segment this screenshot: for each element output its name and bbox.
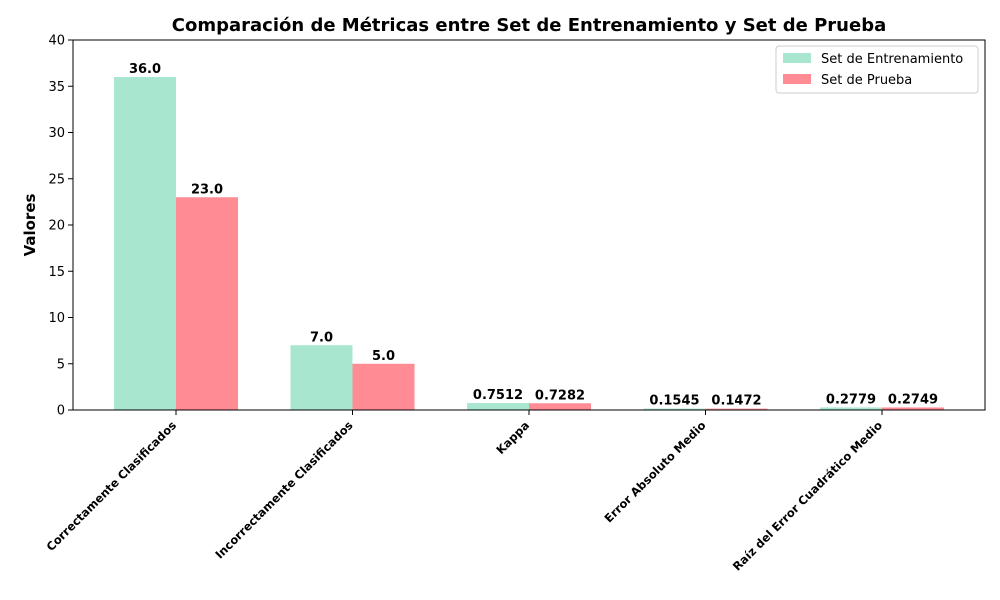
legend-swatch-test: [783, 74, 811, 84]
y-tick-label: 10: [48, 311, 65, 326]
y-tick-label: 5: [57, 357, 65, 372]
bar-test-2: [529, 403, 591, 410]
x-tick-label: Raíz del Error Cuadrático Medio: [730, 418, 885, 573]
y-tick-label: 15: [48, 265, 65, 280]
data-label-train-4: 0.2779: [826, 392, 876, 407]
bar-test-4: [882, 407, 944, 410]
data-label-train-0: 36.0: [129, 62, 161, 77]
x-tick-label: Error Absoluto Medio: [601, 418, 708, 525]
y-tick-label: 30: [48, 126, 65, 141]
bar-train-0: [114, 77, 176, 410]
legend-label-train[interactable]: Set de Entrenamiento: [821, 52, 963, 67]
y-tick-label: 40: [48, 34, 65, 49]
bar-train-2: [467, 403, 529, 410]
chart-title: Comparación de Métricas entre Set de Ent…: [172, 15, 886, 36]
bar-test-1: [352, 363, 415, 410]
data-label-test-0: 23.0: [191, 182, 223, 197]
y-tick-label: 0: [57, 404, 65, 419]
y-tick-label: 25: [48, 172, 65, 187]
y-tick-label: 20: [48, 219, 65, 234]
bars-layer: [114, 77, 944, 410]
data-labels: 36.0 7.0 0.7512 0.1545 0.2779 23.0 5.0 0.7282 0.…: [129, 62, 938, 409]
data-label-test-3: 0.1472: [711, 394, 761, 409]
y-axis: 0 5 10 15 20 25 30 35 40: [48, 34, 73, 419]
y-axis-label: Valores: [21, 194, 39, 257]
legend-swatch-train: [783, 53, 811, 63]
bar-train-4: [820, 407, 882, 410]
bar-test-3: [705, 408, 768, 410]
x-tick-label: Incorrectamente Clasificados: [212, 418, 355, 561]
bar-train-1: [290, 345, 353, 410]
plot-frame: [72, 39, 986, 411]
y-tick-label: 35: [48, 80, 65, 95]
x-tick-label: Kappa: [493, 418, 532, 457]
data-label-train-3: 0.1545: [649, 394, 699, 409]
legend[interactable]: Set de Entrenamiento Set de Prueba: [775, 45, 979, 94]
x-axis: Correctamente Clasificados Incorrectament…: [43, 410, 885, 573]
legend-label-test[interactable]: Set de Prueba: [821, 73, 912, 88]
data-label-test-1: 5.0: [372, 349, 395, 364]
data-label-test-2: 0.7282: [535, 388, 585, 403]
data-label-test-4: 0.2749: [888, 392, 938, 407]
data-label-train-1: 7.0: [310, 330, 333, 345]
data-label-train-2: 0.7512: [473, 388, 523, 403]
bar-train-3: [643, 408, 706, 410]
x-tick-label: Correctamente Clasificados: [43, 418, 179, 554]
legend-box: [775, 45, 979, 94]
bar-test-0: [176, 197, 238, 410]
